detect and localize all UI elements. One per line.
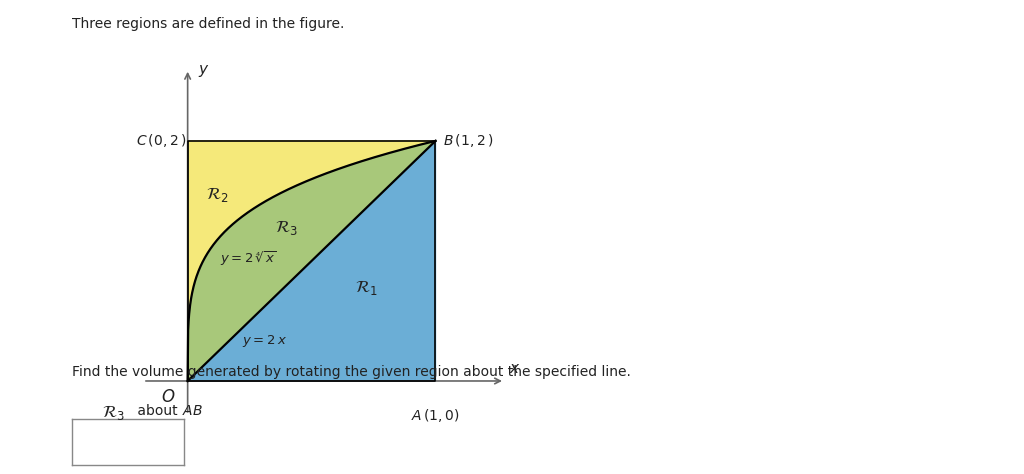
Text: $B\,(1, 2\,)$: $B\,(1, 2\,)$ — [443, 132, 494, 149]
Polygon shape — [187, 141, 435, 381]
Text: about: about — [133, 404, 182, 418]
Text: $\mathcal{R}_2$: $\mathcal{R}_2$ — [206, 185, 228, 204]
Polygon shape — [187, 141, 435, 381]
Text: $y = 2\,\sqrt[4]{x}$: $y = 2\,\sqrt[4]{x}$ — [220, 249, 276, 268]
Text: $\mathcal{R}_1$: $\mathcal{R}_1$ — [354, 278, 378, 297]
Text: Find the volume generated by rotating the given region about the specified line.: Find the volume generated by rotating th… — [72, 365, 631, 379]
Text: $x$: $x$ — [509, 361, 520, 376]
Text: $\mathcal{R}_3$: $\mathcal{R}_3$ — [275, 218, 298, 237]
Text: $A\,(1,0)$: $A\,(1,0)$ — [411, 407, 460, 424]
Text: Three regions are defined in the figure.: Three regions are defined in the figure. — [72, 17, 344, 31]
Text: $y$: $y$ — [198, 63, 209, 79]
Text: $\mathcal{R}_3$: $\mathcal{R}_3$ — [102, 403, 125, 422]
Text: $y = 2\,x$: $y = 2\,x$ — [242, 333, 287, 349]
Text: $O$: $O$ — [161, 388, 175, 406]
Text: $AB$: $AB$ — [182, 404, 203, 418]
Text: $C\,(0, 2\,)$: $C\,(0, 2\,)$ — [135, 132, 186, 149]
Polygon shape — [187, 141, 435, 381]
